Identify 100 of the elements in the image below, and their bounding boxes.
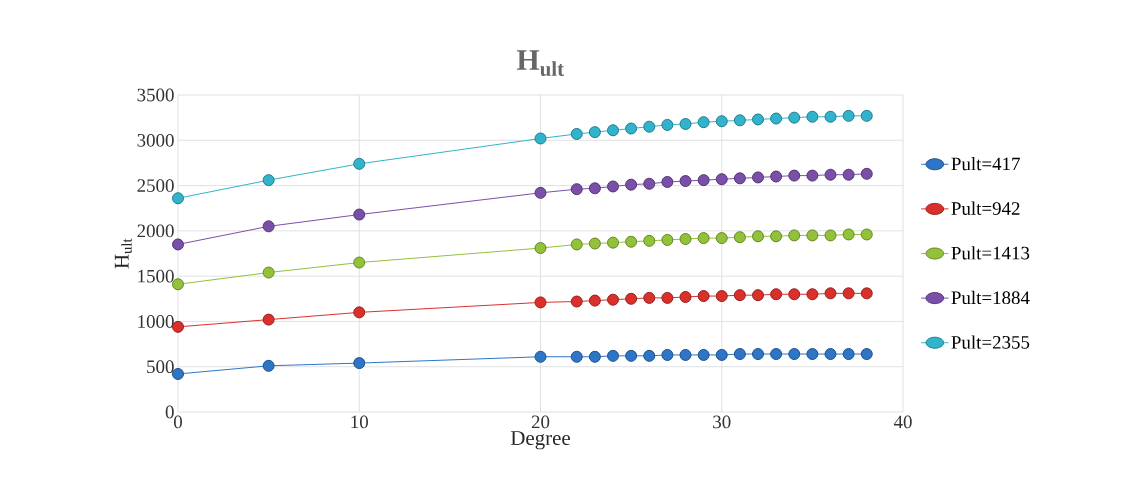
x-axis-title: Degree: [510, 431, 570, 450]
point: [824, 287, 837, 300]
point: [262, 313, 275, 326]
point: [842, 348, 855, 361]
point: [643, 177, 656, 190]
point: [788, 229, 801, 242]
y-tick-label: 500: [147, 360, 174, 374]
point: [534, 242, 547, 255]
legend-label: Pult=1884: [951, 290, 1030, 305]
point: [661, 175, 674, 188]
point: [788, 288, 801, 301]
point: [625, 178, 638, 191]
point: [842, 168, 855, 181]
point: [172, 238, 184, 251]
point: [788, 169, 801, 182]
x-tick-label: 30: [713, 415, 731, 429]
point: [625, 292, 638, 305]
point: [534, 296, 547, 309]
point: [262, 359, 275, 372]
point: [752, 289, 765, 302]
point: [588, 237, 601, 250]
y-tick-label: 1000: [138, 315, 174, 328]
point: [824, 110, 837, 123]
point: [733, 172, 746, 185]
y-tick-label: 1500: [138, 269, 174, 283]
point: [625, 235, 638, 248]
point: [262, 220, 275, 233]
point: [607, 180, 619, 193]
point: [733, 289, 746, 302]
point: [842, 228, 855, 241]
point: [733, 114, 746, 127]
x-tick-label: 20: [531, 415, 550, 429]
point: [661, 348, 674, 361]
point: [172, 278, 184, 291]
point: [353, 306, 366, 319]
point: [697, 232, 710, 245]
point: [353, 157, 366, 170]
point: [860, 109, 873, 122]
legend-label: Pult=1413: [951, 246, 1030, 260]
point: [697, 174, 710, 187]
point: [679, 233, 692, 246]
point: [262, 174, 275, 187]
point: [715, 232, 728, 245]
y-tick-label: 2000: [137, 224, 174, 238]
point: [353, 256, 366, 269]
point: [733, 348, 746, 361]
point: [588, 126, 601, 139]
point: [643, 349, 656, 362]
point: [770, 112, 783, 125]
point: [860, 167, 873, 180]
point: [806, 110, 819, 123]
point: [806, 229, 819, 242]
point: [661, 233, 674, 246]
point: [570, 295, 583, 308]
point: [172, 192, 184, 205]
point: [770, 288, 783, 301]
x-tick-label: 10: [351, 415, 368, 429]
point: [679, 175, 692, 188]
point: [697, 116, 710, 129]
point: [860, 348, 873, 361]
point: [262, 266, 275, 279]
point: [534, 350, 547, 363]
point: [570, 183, 583, 196]
point: [842, 109, 855, 122]
point: [534, 132, 547, 145]
point: [172, 367, 184, 380]
point: [752, 348, 765, 361]
y-axis-title: H$_{ult}$: [114, 238, 132, 269]
point: [353, 208, 366, 221]
chart-title: H$_{ult}$: [516, 50, 564, 76]
point: [625, 122, 638, 135]
legend-label: Pult=417: [951, 156, 1020, 171]
point: [788, 348, 801, 361]
point: [860, 228, 873, 241]
point: [697, 290, 710, 303]
point: [607, 236, 619, 249]
x-tick-label: 40: [893, 415, 912, 429]
point: [643, 234, 656, 247]
point: [733, 231, 746, 244]
y-tick-label: 3500: [137, 88, 174, 102]
point: [661, 291, 674, 304]
legend-label: Pult=2355: [951, 335, 1030, 349]
point: [860, 287, 873, 300]
point: [607, 124, 619, 137]
point: [824, 229, 837, 242]
point: [643, 291, 656, 304]
point: [715, 173, 728, 186]
point: [643, 120, 656, 133]
point: [588, 350, 601, 363]
point: [806, 169, 819, 182]
point: [752, 171, 765, 184]
point: [806, 288, 819, 301]
legend-label: Pult=942: [951, 201, 1020, 215]
point: [570, 350, 583, 363]
point: [353, 357, 366, 370]
point: [570, 238, 583, 251]
point: [679, 290, 692, 303]
point: [588, 182, 601, 195]
point: [752, 113, 765, 126]
point: [770, 170, 783, 183]
